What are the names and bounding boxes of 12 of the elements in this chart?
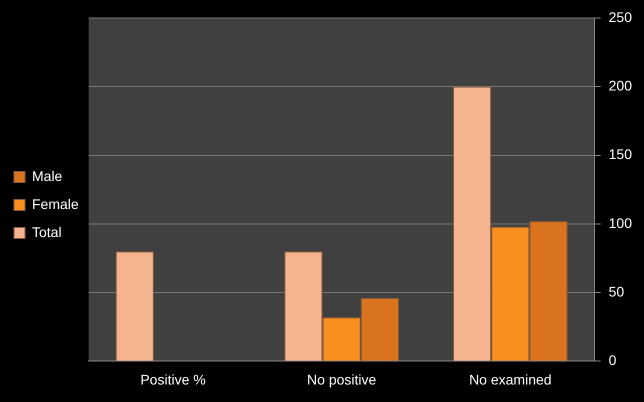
x-tick-label: No positive bbox=[307, 371, 376, 388]
y-tick-label: 100 bbox=[608, 214, 632, 231]
x-tick-label: No examined bbox=[469, 371, 552, 388]
legend-label: Female bbox=[32, 196, 79, 212]
legend-label: Total bbox=[32, 224, 62, 240]
y-tick-label: 150 bbox=[608, 146, 632, 162]
y-tick-label: 50 bbox=[608, 283, 624, 300]
legend-label: Male bbox=[32, 168, 63, 184]
y-tick-label: 250 bbox=[608, 8, 632, 25]
x-tick-label: Positive % bbox=[140, 371, 206, 388]
y-tick-label: 200 bbox=[608, 78, 632, 94]
y-tick-label: 0 bbox=[608, 352, 617, 368]
